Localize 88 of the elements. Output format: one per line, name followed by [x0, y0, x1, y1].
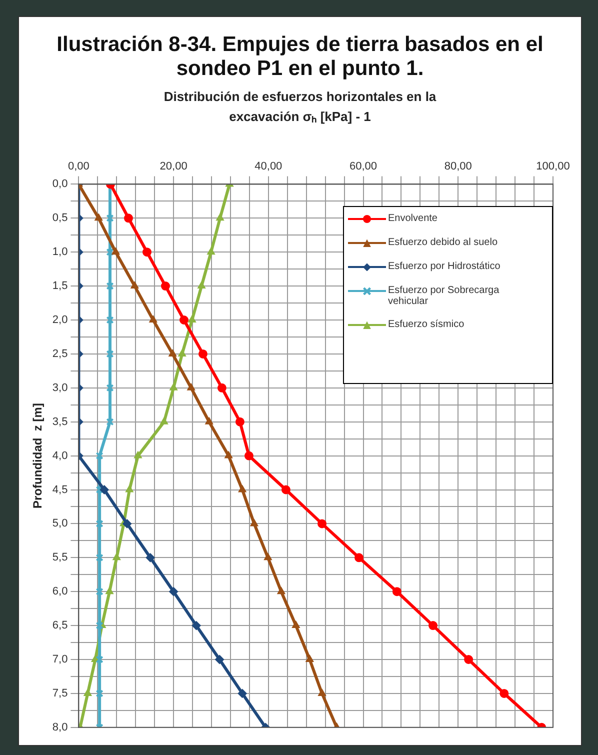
legend-label: Esfuerzo por Hidrostático — [388, 261, 500, 272]
point — [125, 485, 134, 492]
point — [112, 248, 120, 255]
legend-label: Esfuerzo sísmico — [388, 319, 464, 330]
y-tick-label: 8,0 — [52, 721, 68, 734]
x-tick-label: 20,00 — [160, 160, 188, 173]
x-tick-label: 40,00 — [254, 160, 282, 173]
point — [178, 349, 186, 356]
y-tick-label: 3,0 — [52, 382, 68, 394]
point — [168, 349, 177, 356]
y-tick-label: 3,5 — [52, 416, 68, 428]
point — [318, 688, 326, 696]
y-tick-label: 7,5 — [52, 687, 68, 700]
point — [106, 384, 114, 392]
point — [106, 350, 114, 358]
point — [96, 588, 104, 596]
point — [292, 621, 300, 628]
point — [216, 214, 224, 221]
point — [134, 451, 142, 458]
point — [106, 587, 114, 594]
point — [187, 383, 196, 390]
legend-label: Envolvente — [388, 213, 438, 224]
point — [106, 214, 114, 222]
point — [149, 316, 158, 322]
point — [238, 485, 246, 492]
point — [244, 451, 254, 460]
point — [198, 349, 208, 358]
point — [281, 485, 290, 494]
point — [170, 383, 178, 390]
point — [205, 417, 214, 424]
legend-label: Esfuerzo por Sobrecarga vehicular — [388, 285, 500, 308]
point — [96, 622, 104, 630]
point — [188, 316, 196, 322]
point — [428, 621, 438, 630]
point — [179, 316, 188, 324]
point — [160, 417, 168, 424]
y-tick-label: 7,0 — [52, 654, 68, 666]
y-tick-label: 0,0 — [52, 178, 68, 190]
point — [96, 656, 104, 664]
point — [217, 383, 226, 392]
y-tick-label: 1,5 — [52, 280, 68, 292]
point — [112, 553, 121, 560]
legend-label: Esfuerzo debido al suelo — [388, 237, 498, 248]
point — [160, 282, 170, 291]
point — [224, 451, 233, 458]
y-tick-label: 1,0 — [52, 246, 68, 258]
point — [106, 418, 114, 426]
point — [354, 553, 364, 562]
point — [264, 553, 272, 560]
point — [142, 248, 152, 257]
point — [96, 452, 104, 460]
chart-title: Ilustración 8-34. Empujes de tierra basados en el sondeo P1 en el punto 1. — [56, 33, 544, 81]
point — [106, 248, 114, 256]
point — [250, 519, 258, 526]
point — [500, 688, 509, 698]
y-tick-label: 2,0 — [52, 314, 68, 326]
y-tick-label: 6,5 — [52, 620, 68, 632]
y-tick-label: 5,5 — [52, 552, 68, 564]
x-tick-label: 80,00 — [444, 160, 472, 173]
y-tick-label: 4,5 — [52, 484, 68, 496]
x-tick-label: 100,00 — [536, 160, 570, 173]
point — [106, 316, 114, 324]
point — [306, 655, 314, 662]
point — [96, 486, 104, 494]
y-tick-label: 5,0 — [52, 518, 68, 530]
x-tick-label: 0,00 — [68, 160, 90, 173]
chart-subtitle: Distribución de esfuerzos horizontales en la excavación σₕ [kPa] - 1 — [162, 88, 438, 126]
y-tick-label: 2,5 — [52, 348, 68, 360]
point — [96, 690, 104, 698]
point — [130, 282, 139, 289]
point — [464, 655, 474, 664]
y-axis-title: Profundidad z [m] — [30, 403, 45, 508]
point — [207, 248, 215, 255]
point — [277, 587, 286, 594]
point — [392, 587, 402, 596]
point — [84, 688, 92, 696]
y-tick-label: 4,0 — [52, 450, 68, 462]
point — [198, 282, 206, 289]
y-tick-label: 6,0 — [52, 586, 68, 598]
point — [318, 519, 327, 528]
point — [235, 417, 244, 426]
point — [124, 214, 133, 223]
x-tick-label: 60,00 — [350, 160, 378, 173]
point — [96, 554, 104, 562]
point — [94, 214, 103, 221]
point — [96, 520, 104, 528]
y-tick-label: 0,5 — [52, 212, 68, 224]
point — [106, 282, 114, 290]
